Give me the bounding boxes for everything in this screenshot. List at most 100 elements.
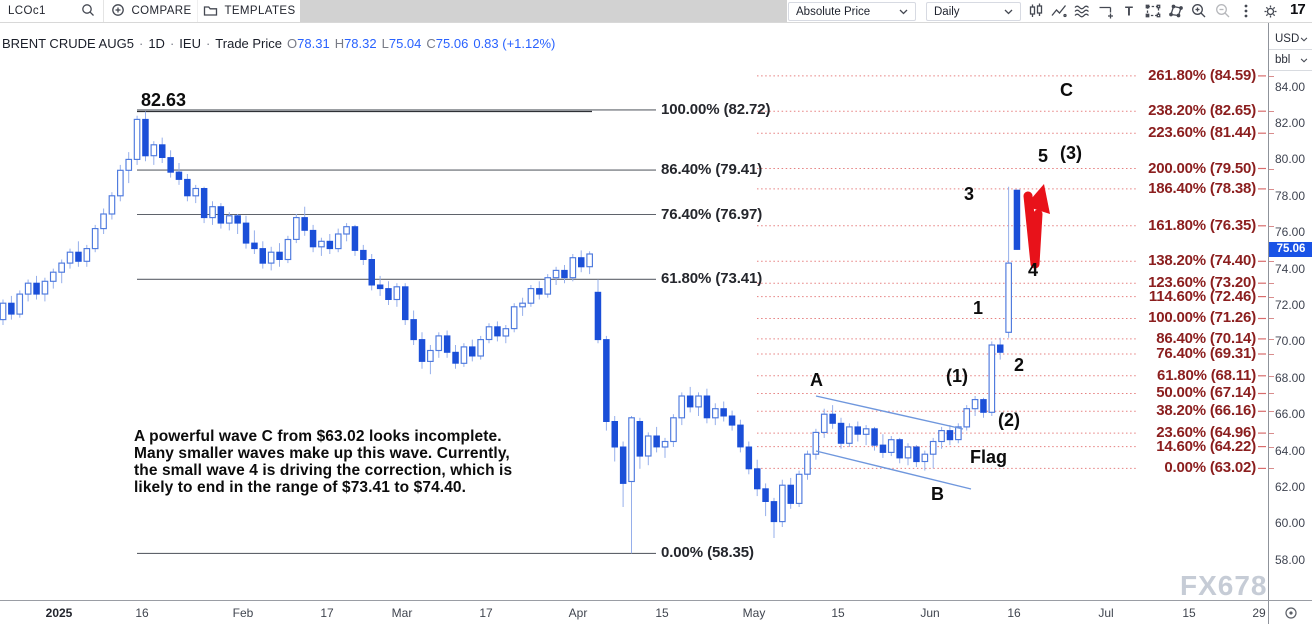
- legend-symbol: BRENT CRUDE AUG5: [2, 36, 134, 51]
- time-tick: 17: [320, 606, 334, 620]
- fib-axis-tick: [1269, 111, 1274, 113]
- time-tick: 15: [655, 606, 669, 620]
- fib-axis-tick: [1269, 338, 1274, 340]
- time-tick: 15: [1182, 606, 1196, 620]
- compare-button[interactable]: COMPARE: [106, 0, 198, 22]
- price-tick: 76.00: [1275, 225, 1306, 240]
- chevron-down-icon: [1300, 33, 1308, 45]
- axis-unit-box: USD bbl: [1269, 29, 1312, 71]
- time-tick: 15: [831, 606, 845, 620]
- interval-value: Daily: [934, 5, 960, 18]
- price-chart-canvas[interactable]: [0, 23, 1268, 600]
- price-mode-value: Absolute Price: [796, 5, 871, 18]
- time-tick: 16: [1007, 606, 1021, 620]
- interval-select[interactable]: Daily: [926, 2, 1021, 21]
- measure-icon[interactable]: [1094, 0, 1117, 22]
- chart-legend: BRENT CRUDE AUG5 · 1D · IEU · Trade Pric…: [2, 36, 556, 51]
- fib-axis-tick: [1269, 283, 1274, 285]
- time-tick: Jul: [1098, 606, 1114, 620]
- fib-axis-tick: [1269, 75, 1274, 77]
- zoom-in-icon[interactable]: [1188, 0, 1211, 22]
- fib-axis-tick: [1269, 188, 1274, 190]
- price-tick: 66.00: [1275, 407, 1306, 422]
- fib-axis-tick: [1269, 375, 1274, 377]
- time-tick: 17: [479, 606, 493, 620]
- chart-tools-group: T: [1024, 0, 1258, 22]
- legend-feed: Trade Price: [215, 36, 283, 51]
- time-axis[interactable]: 2025 16 Feb 17 Mar 17 Apr 15 May 15 Jun 16 Jul 15 29: [0, 600, 1268, 624]
- price-tick: 70.00: [1275, 334, 1306, 349]
- time-tick: 29: [1252, 606, 1266, 620]
- gear-icon[interactable]: [1258, 0, 1282, 22]
- time-tick: Apr: [568, 606, 588, 620]
- legend-high: H78.32: [334, 36, 377, 51]
- candlestick-chart-icon[interactable]: [1024, 0, 1047, 22]
- fib-axis-tick: [1269, 446, 1274, 448]
- price-tick: 82.00: [1275, 116, 1306, 130]
- fib-axis-tick: [1269, 261, 1274, 263]
- currency-select[interactable]: USD: [1269, 29, 1312, 50]
- search-icon: [81, 3, 95, 20]
- indicators-icon[interactable]: [1047, 0, 1070, 22]
- price-tick: 78.00: [1275, 188, 1306, 203]
- axis-settings-button[interactable]: [1268, 600, 1312, 624]
- time-tick: Mar: [391, 606, 413, 620]
- price-mode-select[interactable]: Absolute Price: [788, 2, 916, 21]
- unit-select[interactable]: bbl: [1269, 50, 1312, 71]
- legend-interval: 1D: [148, 36, 165, 51]
- price-tick: 58.00: [1275, 552, 1306, 567]
- legend-close: C75.06: [426, 36, 469, 51]
- chevron-down-icon: [1300, 54, 1308, 66]
- svg-text:T: T: [1125, 4, 1133, 19]
- time-tick: Feb: [232, 606, 254, 620]
- price-tick: 84.00: [1275, 79, 1306, 94]
- fib-axis-tick: [1269, 133, 1274, 135]
- analysis-annotation-text: A powerful wave C from $63.02 looks inco…: [134, 428, 513, 496]
- fib-axis-tick: [1269, 225, 1274, 227]
- price-tick: 80.00: [1275, 152, 1306, 167]
- fib-axis-tick: [1269, 468, 1274, 470]
- fib-axis-tick: [1269, 296, 1274, 298]
- fib-axis-tick: [1269, 411, 1274, 413]
- price-tick: 62.00: [1275, 480, 1306, 494]
- currency-value: USD: [1275, 33, 1300, 45]
- fib-axis-tick: [1269, 318, 1274, 320]
- price-tick: 64.00: [1275, 443, 1306, 458]
- templates-button[interactable]: TEMPLATES: [199, 0, 300, 22]
- folder-icon: [203, 3, 218, 20]
- unit-value: bbl: [1275, 54, 1291, 66]
- fib-axis-tick: [1269, 433, 1274, 435]
- last-price-badge: 75.06: [1269, 241, 1312, 257]
- legend-exchange: IEU: [179, 36, 201, 51]
- zoom-out-icon[interactable]: [1211, 0, 1234, 22]
- symbol-search-value: LCOc1: [8, 5, 46, 17]
- toolbar-empty-area: [300, 0, 787, 22]
- price-axis[interactable]: USD bbl 75.06 84.00 82.00 80.00 78.00 76.00 7…: [1268, 23, 1312, 600]
- fib-axis-tick: [1269, 168, 1274, 170]
- fib-axis-tick: [1269, 353, 1274, 355]
- top-toolbar: LCOc1 COMPARE TEMPLATES Absolute Price D…: [0, 0, 1312, 23]
- time-tick: 16: [135, 606, 149, 620]
- time-tick: May: [742, 606, 766, 620]
- price-tick: 60.00: [1275, 516, 1306, 531]
- legend-open: O78.31: [287, 36, 330, 51]
- chevron-down-icon: [1004, 6, 1013, 18]
- templates-button-label: TEMPLATES: [224, 5, 296, 17]
- compare-button-label: COMPARE: [131, 5, 192, 17]
- marquee-select-icon[interactable]: [1141, 0, 1164, 22]
- compare-waves-icon[interactable]: [1071, 0, 1094, 22]
- polygon-tool-icon[interactable]: [1164, 0, 1187, 22]
- time-tick: 2025: [45, 606, 73, 620]
- time-tick: Jun: [920, 606, 940, 620]
- more-options-icon[interactable]: [1235, 0, 1258, 22]
- symbol-search-box[interactable]: LCOc1: [0, 0, 104, 22]
- price-tick: 74.00: [1275, 261, 1306, 276]
- chevron-down-icon: [899, 6, 908, 18]
- price-tick: 68.00: [1275, 370, 1306, 385]
- text-tool-icon[interactable]: T: [1118, 0, 1141, 22]
- legend-change: 0.83 (+1.12%): [473, 36, 556, 51]
- legend-low: L75.04: [381, 36, 422, 51]
- fib-axis-tick: [1269, 393, 1274, 395]
- tradingview-logo[interactable]: 17: [1290, 1, 1306, 18]
